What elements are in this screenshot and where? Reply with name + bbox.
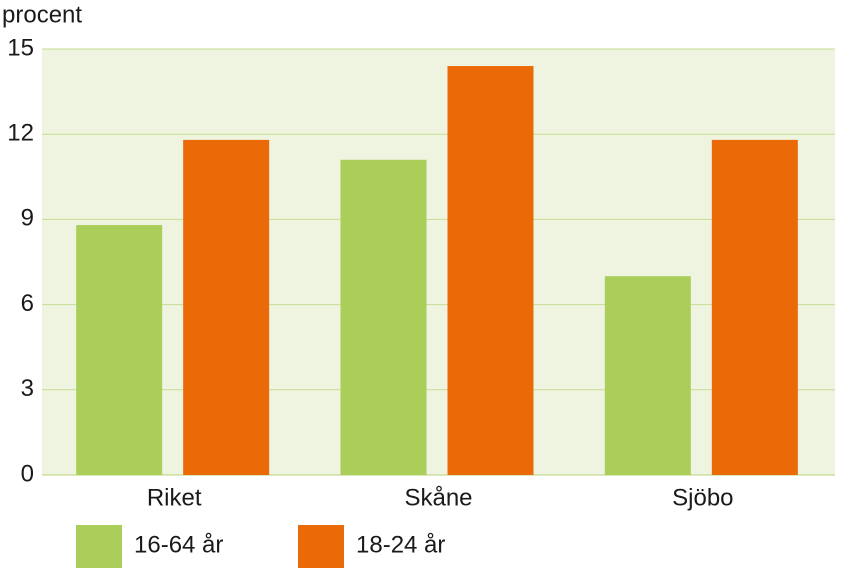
y-tick-label: 6 [21,290,34,317]
y-tick-label: 9 [21,205,34,232]
y-tick-label: 3 [21,375,34,402]
y-axis-label: procent [2,1,82,28]
legend-swatch [298,525,344,568]
bar [76,225,163,475]
x-tick-label: Riket [147,484,202,511]
legend-swatch [76,525,122,568]
y-tick-label: 12 [7,120,34,147]
bar [711,139,798,475]
y-tick-label: 0 [21,460,34,487]
y-tick-label: 15 [7,34,34,61]
legend-label: 18-24 år [356,531,445,558]
plot-area [42,49,835,475]
bar [340,159,427,475]
x-tick-label: Skåne [404,484,472,511]
bar [447,66,534,475]
x-tick-label: Sjöbo [672,484,733,511]
legend-label: 16-64 år [134,531,223,558]
bar [183,139,270,475]
bar [604,276,691,475]
